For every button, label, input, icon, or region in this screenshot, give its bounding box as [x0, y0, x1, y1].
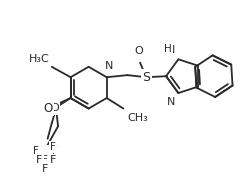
Text: H₃C: H₃C [29, 54, 50, 64]
Text: F: F [50, 155, 56, 165]
Text: F: F [42, 164, 49, 174]
Text: F: F [42, 155, 48, 165]
Text: F: F [36, 155, 42, 165]
Text: N: N [105, 61, 113, 71]
Text: CH₃: CH₃ [128, 113, 148, 123]
Text: H: H [164, 44, 172, 54]
Text: N: N [167, 45, 175, 55]
Text: O: O [50, 103, 59, 113]
Text: F: F [50, 142, 56, 152]
Text: N: N [167, 97, 175, 107]
Text: O: O [135, 46, 143, 56]
Bar [0, 103, 99, 193]
Text: O: O [44, 102, 53, 115]
Text: S: S [142, 71, 150, 84]
Text: F    F: F F [33, 146, 58, 156]
